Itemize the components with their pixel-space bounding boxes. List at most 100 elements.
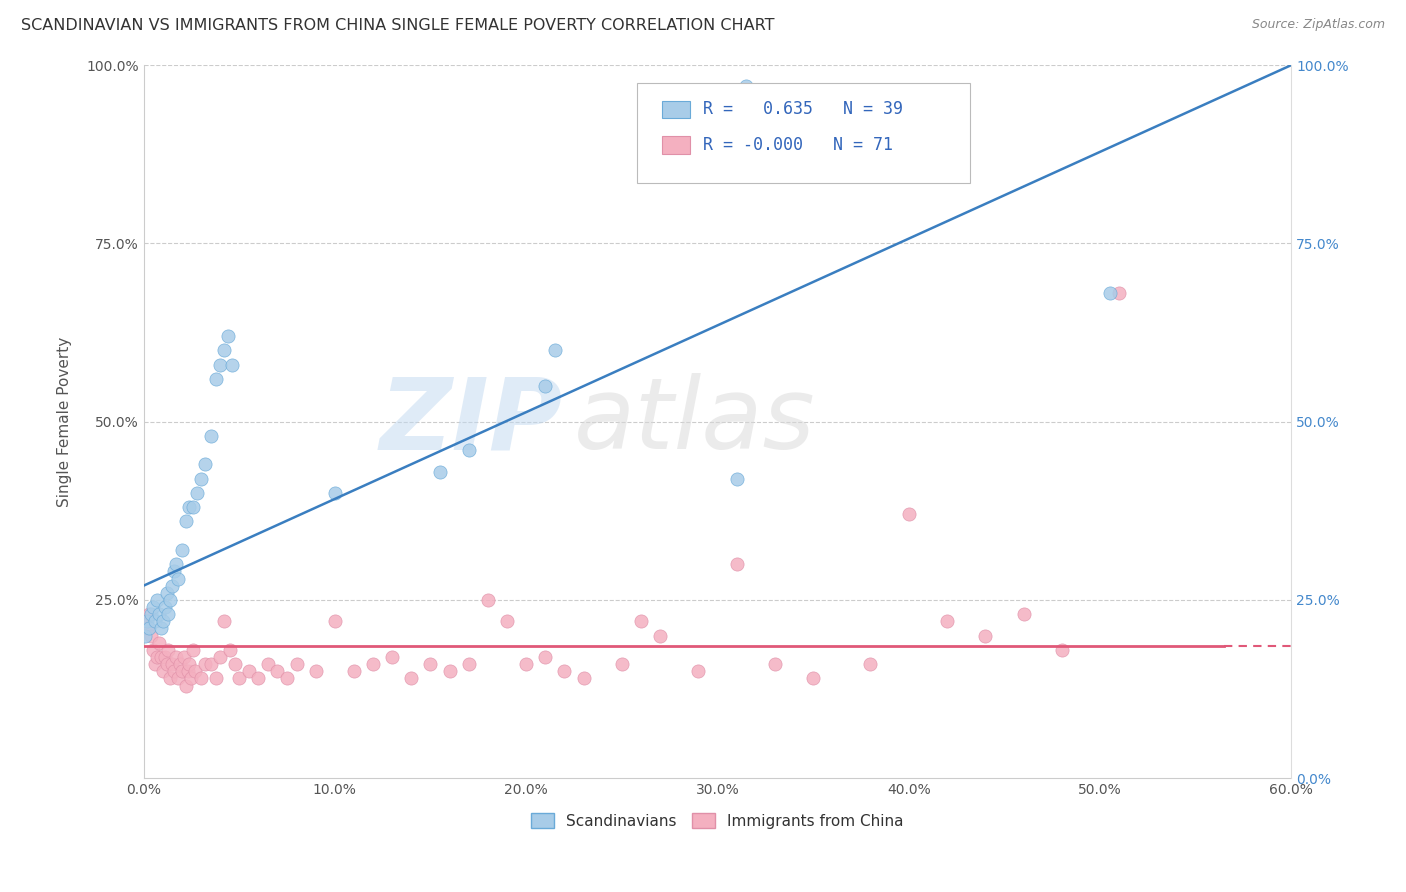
Point <box>477 593 499 607</box>
Point <box>162 579 184 593</box>
Point <box>735 79 758 94</box>
Point <box>152 615 174 629</box>
Point <box>218 643 240 657</box>
Point <box>429 465 451 479</box>
Point <box>936 615 959 629</box>
Point <box>179 500 201 515</box>
Point <box>209 650 232 665</box>
Point <box>238 665 260 679</box>
Point <box>194 657 217 672</box>
Point <box>163 665 186 679</box>
Point <box>173 650 195 665</box>
Point <box>141 629 163 643</box>
Point <box>1012 607 1035 622</box>
Point <box>688 665 710 679</box>
FancyBboxPatch shape <box>637 83 970 183</box>
Point <box>181 500 204 515</box>
Point <box>134 615 156 629</box>
Point <box>610 657 633 672</box>
Point <box>146 593 169 607</box>
Point <box>159 593 181 607</box>
Point <box>439 665 461 679</box>
Point <box>572 672 595 686</box>
Point <box>361 657 384 672</box>
Point <box>205 372 228 386</box>
Point <box>142 643 165 657</box>
Text: R = -0.000   N = 71: R = -0.000 N = 71 <box>703 136 893 154</box>
Point <box>136 615 159 629</box>
Point <box>496 615 519 629</box>
Point <box>179 657 201 672</box>
Text: Source: ZipAtlas.com: Source: ZipAtlas.com <box>1251 18 1385 31</box>
Point <box>152 665 174 679</box>
Point <box>165 650 187 665</box>
Point <box>138 607 160 622</box>
Point <box>143 615 166 629</box>
Point <box>143 657 166 672</box>
Point <box>305 665 328 679</box>
Point <box>1050 643 1073 657</box>
Point <box>170 665 193 679</box>
Point <box>266 665 288 679</box>
Point <box>553 665 575 679</box>
Point <box>212 343 235 358</box>
Point <box>167 572 190 586</box>
Point <box>457 443 479 458</box>
Point <box>176 665 198 679</box>
Point <box>200 657 222 672</box>
Point <box>153 600 176 615</box>
Point <box>186 486 208 500</box>
Point <box>190 472 212 486</box>
Point <box>190 672 212 686</box>
Point <box>155 586 177 600</box>
Point <box>228 672 250 686</box>
Point <box>184 665 207 679</box>
Point <box>159 672 181 686</box>
Point <box>163 565 186 579</box>
Point <box>174 679 197 693</box>
Point <box>134 629 156 643</box>
FancyBboxPatch shape <box>662 101 690 118</box>
Point <box>148 636 170 650</box>
Point <box>897 508 920 522</box>
Point <box>200 429 222 443</box>
Point <box>142 600 165 615</box>
Point <box>544 343 567 358</box>
Point <box>648 629 671 643</box>
Point <box>212 615 235 629</box>
Point <box>285 657 308 672</box>
Point <box>169 657 191 672</box>
Point <box>763 657 786 672</box>
Point <box>209 358 232 372</box>
Point <box>457 657 479 672</box>
Point <box>725 472 748 486</box>
Point <box>165 558 187 572</box>
Point <box>149 622 172 636</box>
Point <box>146 650 169 665</box>
Text: atlas: atlas <box>574 373 815 470</box>
Point <box>725 558 748 572</box>
Point <box>534 650 557 665</box>
Point <box>162 657 184 672</box>
Point <box>153 650 176 665</box>
Point <box>801 672 824 686</box>
Point <box>194 458 217 472</box>
Point <box>323 486 346 500</box>
Point <box>141 607 163 622</box>
Point <box>224 657 246 672</box>
Text: ZIP: ZIP <box>380 373 562 470</box>
Point <box>381 650 404 665</box>
Point <box>247 672 270 686</box>
Point <box>534 379 557 393</box>
Point <box>181 643 204 657</box>
Point <box>343 665 366 679</box>
Point <box>148 607 170 622</box>
Text: R =   0.635   N = 39: R = 0.635 N = 39 <box>703 100 903 119</box>
FancyBboxPatch shape <box>662 136 690 153</box>
Point <box>180 672 202 686</box>
Point <box>149 650 172 665</box>
Point <box>276 672 298 686</box>
Point <box>323 615 346 629</box>
Point <box>1098 286 1121 301</box>
Point <box>257 657 280 672</box>
